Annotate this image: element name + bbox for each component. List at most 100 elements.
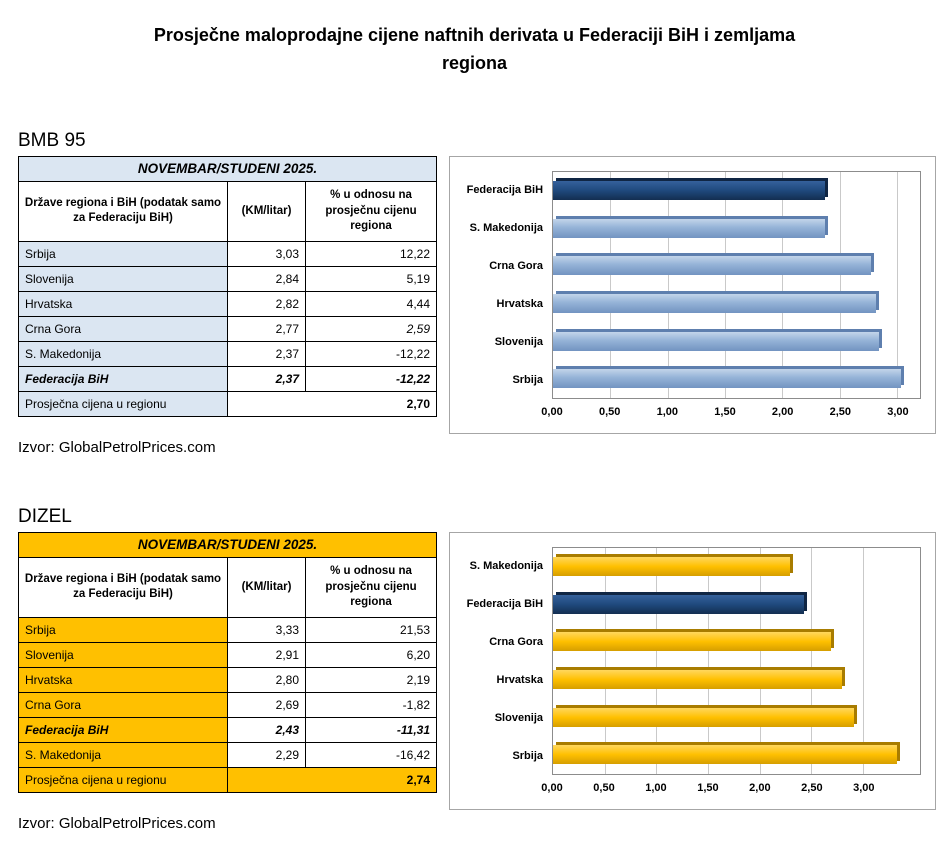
- table-row: Federacija BiH 2,37 -12,22: [18, 365, 438, 392]
- bar-s-makedonija: [553, 218, 825, 238]
- table-row: Prosječna cijena u regionu 2,70: [18, 390, 438, 417]
- x-tick-label: 0,00: [541, 405, 563, 418]
- page: Prosječne maloprodajne cijene naftnih de…: [17, 25, 937, 832]
- table-row: Države regiona i BiH (podatak samo za Fe…: [18, 180, 438, 242]
- chart-category-label: Slovenija: [494, 335, 544, 348]
- gridline: [782, 171, 784, 398]
- bar-srbija: [553, 369, 901, 389]
- price-cell: 2,37: [227, 340, 306, 367]
- bar-slovenija: [553, 707, 854, 727]
- gridline: [811, 547, 813, 774]
- x-tick-label: 1,00: [645, 781, 667, 794]
- gridline: [897, 171, 899, 398]
- bmb95-price-table: NOVEMBAR/STUDENI 2025. Države regiona i …: [17, 155, 438, 417]
- bar-row: [553, 548, 920, 586]
- country-cell: Federacija BiH: [18, 716, 228, 743]
- gridline: [863, 547, 865, 774]
- price-cell: 2,91: [227, 641, 306, 668]
- gridline: [725, 171, 727, 398]
- table-row: Crna Gora 2,77 2,59: [18, 315, 438, 342]
- pct-cell: -12,22: [304, 340, 438, 367]
- gridline: [708, 547, 710, 774]
- pct-cell: -1,82: [304, 691, 438, 718]
- bar-row: [553, 285, 920, 323]
- chart-category-label: S. Makedonija: [469, 559, 544, 572]
- country-cell: Slovenija: [18, 265, 228, 292]
- price-cell: 2,80: [227, 666, 306, 693]
- chart-category-label: Slovenija: [494, 711, 544, 724]
- period-header: NOVEMBAR/STUDENI 2025.: [17, 531, 438, 558]
- table-row: S. Makedonija 2,37 -12,22: [18, 340, 438, 367]
- country-cell: Federacija BiH: [18, 365, 228, 392]
- pct-cell: 21,53: [304, 616, 438, 643]
- pct-cell: -16,42: [304, 741, 438, 768]
- avg-value: 2,70: [226, 390, 438, 417]
- x-axis: 0,00 0,50 1,00 1,50 2,00 2,50 3,00: [541, 399, 921, 427]
- country-cell: Slovenija: [18, 641, 228, 668]
- x-tick-label: 1,00: [656, 405, 679, 418]
- bar-row: [553, 623, 920, 661]
- pct-cell: 6,20: [304, 641, 438, 668]
- gridline: [667, 171, 669, 398]
- dizel-chart: S. Makedonija Federacija BiH Crna Gora H…: [449, 531, 937, 810]
- bar-row: [553, 698, 920, 736]
- bar-row: [553, 209, 920, 247]
- gridline: [604, 547, 606, 774]
- avg-value: 2,74: [226, 766, 438, 793]
- x-tick-label: 2,00: [771, 405, 794, 418]
- pct-cell: 2,59: [304, 315, 438, 342]
- page-title: Prosječne maloprodajne cijene naftnih de…: [153, 25, 796, 73]
- bar-row: [553, 360, 920, 398]
- source-note: Izvor: GlobalPetrolPrices.com: [18, 814, 216, 832]
- table-row: Hrvatska 2,80 2,19: [18, 666, 438, 693]
- section-bmb95: BMB 95 NOVEMBAR/STUDENI 2025. Države reg…: [17, 130, 937, 456]
- x-tick-label: 2,00: [749, 781, 771, 794]
- price-cell: 2,84: [227, 265, 306, 292]
- bmb95-chart: Federacija BiH S. Makedonija Crna Gora H…: [449, 155, 937, 434]
- table-row: Države regiona i BiH (podatak samo za Fe…: [18, 556, 438, 618]
- column-header-pct: % u odnosu na prosječnu cijenu regiona: [304, 180, 438, 242]
- chart-category-axis: S. Makedonija Federacija BiH Crna Gora H…: [454, 547, 552, 775]
- pct-cell: 4,44: [304, 290, 438, 317]
- x-tick-label: 3,00: [853, 781, 875, 794]
- table-row: Slovenija 2,91 6,20: [18, 641, 438, 668]
- x-tick-label: 1,50: [714, 405, 736, 418]
- period-header: NOVEMBAR/STUDENI 2025.: [17, 155, 438, 182]
- gridline: [759, 547, 761, 774]
- gridline: [656, 547, 658, 774]
- country-cell: S. Makedonija: [18, 741, 228, 768]
- source-note: Izvor: GlobalPetrolPrices.com: [18, 438, 216, 456]
- table-row: Prosječna cijena u regionu 2,74: [18, 766, 438, 793]
- chart-category-label: S. Makedonija: [469, 221, 544, 234]
- bar-row: [553, 661, 920, 699]
- pct-cell: -12,22: [304, 365, 438, 392]
- table-row: Crna Gora 2,69 -1,82: [18, 691, 438, 718]
- bar-hrvatska: [553, 294, 877, 314]
- chart-category-label: Crna Gora: [489, 635, 544, 648]
- table-row: Hrvatska 2,82 4,44: [18, 290, 438, 317]
- x-tick-label: 0,50: [593, 781, 615, 794]
- bar-federacija-bih: [553, 181, 825, 201]
- table-row: Slovenija 2,84 5,19: [18, 265, 438, 292]
- table-row: Federacija BiH 2,43 -11,31: [18, 716, 438, 743]
- gridline: [610, 171, 612, 398]
- x-tick-label: 2,50: [801, 781, 823, 794]
- country-cell: S. Makedonija: [18, 340, 228, 367]
- column-header-pct: % u odnosu na prosječnu cijenu regiona: [304, 556, 438, 618]
- price-cell: 3,33: [227, 616, 306, 643]
- price-cell: 2,37: [227, 365, 306, 392]
- country-cell: Crna Gora: [18, 691, 228, 718]
- x-tick-label: 3,00: [887, 405, 909, 418]
- bar-crna-gora: [553, 256, 871, 276]
- gridline: [839, 171, 841, 398]
- bar-crna-gora: [553, 632, 832, 652]
- table-row: S. Makedonija 2,29 -16,42: [18, 741, 438, 768]
- chart-category-label: Federacija BiH: [466, 183, 544, 196]
- price-cell: 2,82: [227, 290, 306, 317]
- column-header-price: (KM/litar): [227, 556, 306, 618]
- bar-row: [553, 172, 920, 210]
- x-tick-label: 0,00: [541, 781, 563, 794]
- country-cell: Srbija: [18, 616, 228, 643]
- table-row: Srbija 3,03 12,22: [18, 240, 438, 267]
- country-cell: Hrvatska: [18, 290, 228, 317]
